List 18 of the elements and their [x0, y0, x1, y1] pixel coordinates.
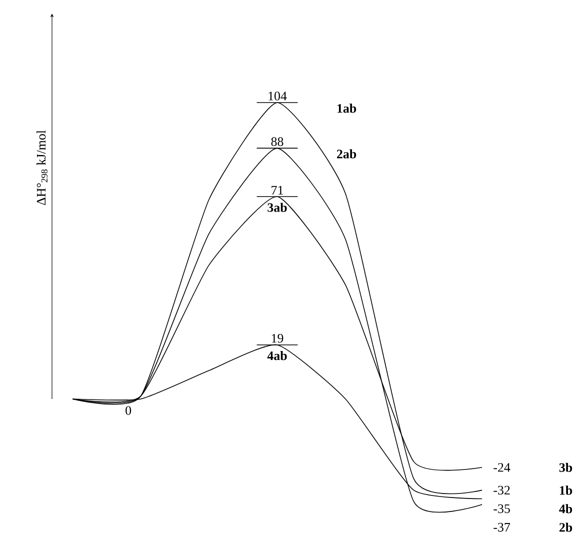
data-label: -35: [494, 504, 510, 514]
data-label: 88: [271, 137, 284, 146]
annotation: 1ab: [337, 104, 356, 113]
annotation: 4ab: [267, 351, 287, 360]
data-label: 104: [268, 92, 287, 100]
text: 1b: [560, 486, 572, 495]
data-label: -24: [494, 463, 510, 472]
text: 3b: [559, 462, 572, 472]
data-label: 71: [272, 186, 283, 195]
annotation: 2ab: [336, 149, 356, 158]
data-label: -32: [494, 486, 510, 495]
text: 2b: [559, 522, 572, 532]
y-axis-title: ΔH°$_{298}$ kJ/mol: [36, 130, 48, 206]
data-label: 0: [126, 406, 132, 415]
data-label: 19: [272, 334, 284, 343]
text: 4b: [559, 504, 572, 514]
annotation: 3ab: [268, 202, 287, 212]
data-label: -37: [494, 522, 510, 532]
